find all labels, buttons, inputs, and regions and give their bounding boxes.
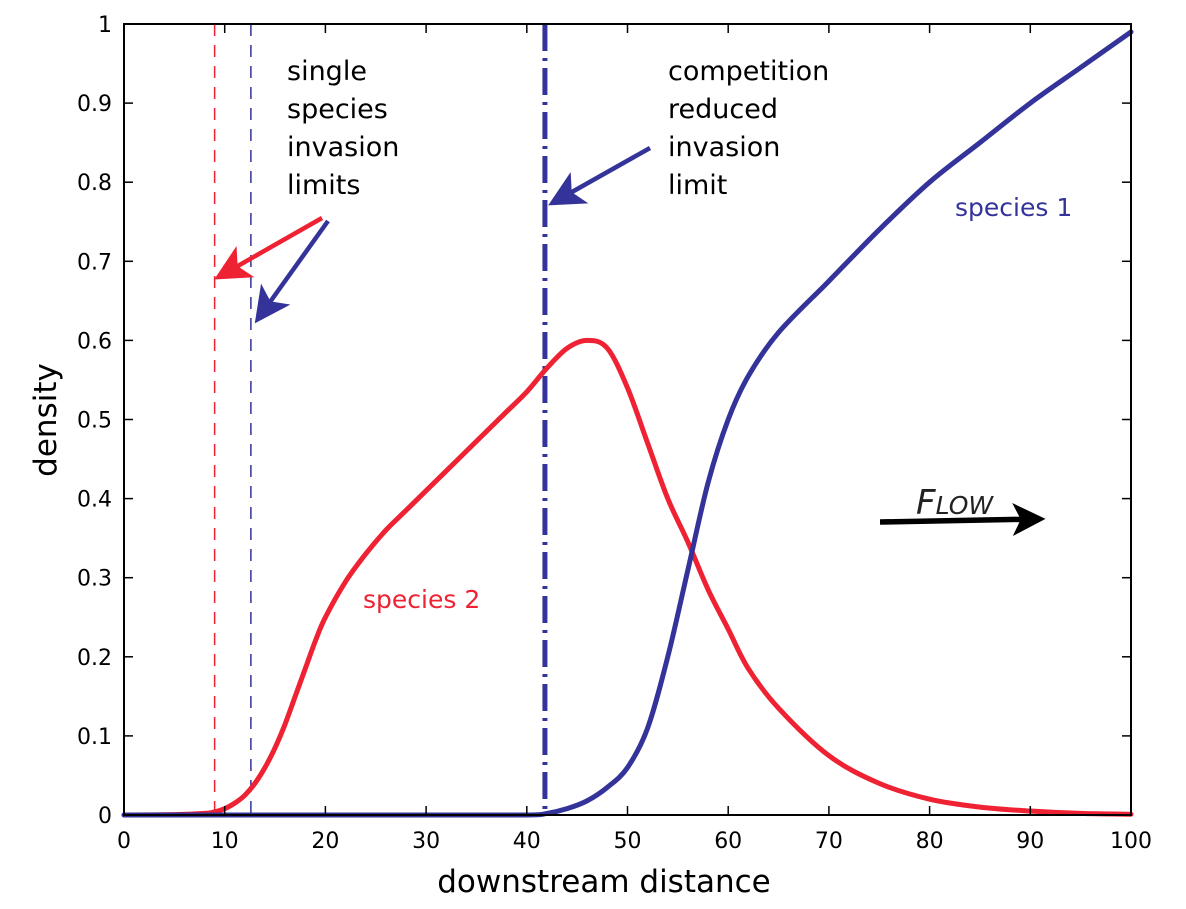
y-tick-label: 0.9: [77, 92, 112, 117]
species-2-curve: [121, 337, 1134, 818]
annotation-line: species: [287, 94, 388, 125]
species-2-label: species 2: [363, 585, 480, 614]
blue-arrow-icon: [254, 219, 330, 324]
annotation-line: limits: [287, 170, 360, 201]
annotation-line: reduced: [668, 94, 778, 125]
y-tick-label: 0.8: [77, 171, 112, 196]
axes: 0 10 20 30 40 50 60 70 80 90 100 0 0.1 0.2 0.3 0.4 0.5 0.…: [77, 13, 1152, 854]
y-tick-label: 0.7: [77, 250, 112, 275]
flow-arrow-icon: [879, 503, 1046, 537]
annotation-line: limit: [668, 170, 727, 201]
annotation-line: invasion: [287, 132, 399, 163]
invasion-limit-lines: [213, 24, 548, 815]
x-axis-label: downstream distance: [437, 864, 771, 900]
y-tick-label: 0.5: [77, 409, 112, 434]
y-axis-label: density: [28, 363, 64, 477]
y-tick-label: 1: [98, 13, 112, 38]
x-tick-label: 10: [211, 829, 239, 854]
x-tick-label: 100: [1110, 829, 1152, 854]
plot-curves: [121, 29, 1134, 818]
y-tick-label: 0.3: [77, 567, 112, 592]
annotation-line: single: [287, 56, 367, 87]
x-tick-label: 0: [117, 829, 131, 854]
y-tick-label: 0: [98, 804, 112, 829]
red-arrow-icon: [214, 216, 324, 280]
y-tick-label: 0.2: [77, 646, 112, 671]
competition-annotation: competition reduced invasion limit: [668, 56, 829, 201]
x-tick-label: 20: [311, 829, 339, 854]
annotation-line: competition: [668, 56, 829, 87]
x-tick-label: 80: [916, 829, 944, 854]
x-tick-label: 60: [714, 829, 742, 854]
x-tick-label: 50: [614, 829, 642, 854]
species-1-curve: [121, 29, 1134, 818]
flow-label: FLOW: [916, 483, 994, 523]
x-tick-label: 30: [412, 829, 440, 854]
x-tick-label: 70: [815, 829, 843, 854]
x-tick-label: 40: [513, 829, 541, 854]
y-tick-label: 0.6: [77, 329, 112, 354]
competition-arrow-icon: [548, 146, 652, 206]
species-1-label: species 1: [955, 193, 1072, 222]
annotation-line: invasion: [668, 132, 780, 163]
y-tick-label: 0.1: [77, 725, 112, 750]
y-tick-label: 0.4: [77, 488, 112, 513]
x-tick-label: 90: [1016, 829, 1044, 854]
single-species-annotation: single species invasion limits: [287, 56, 399, 201]
